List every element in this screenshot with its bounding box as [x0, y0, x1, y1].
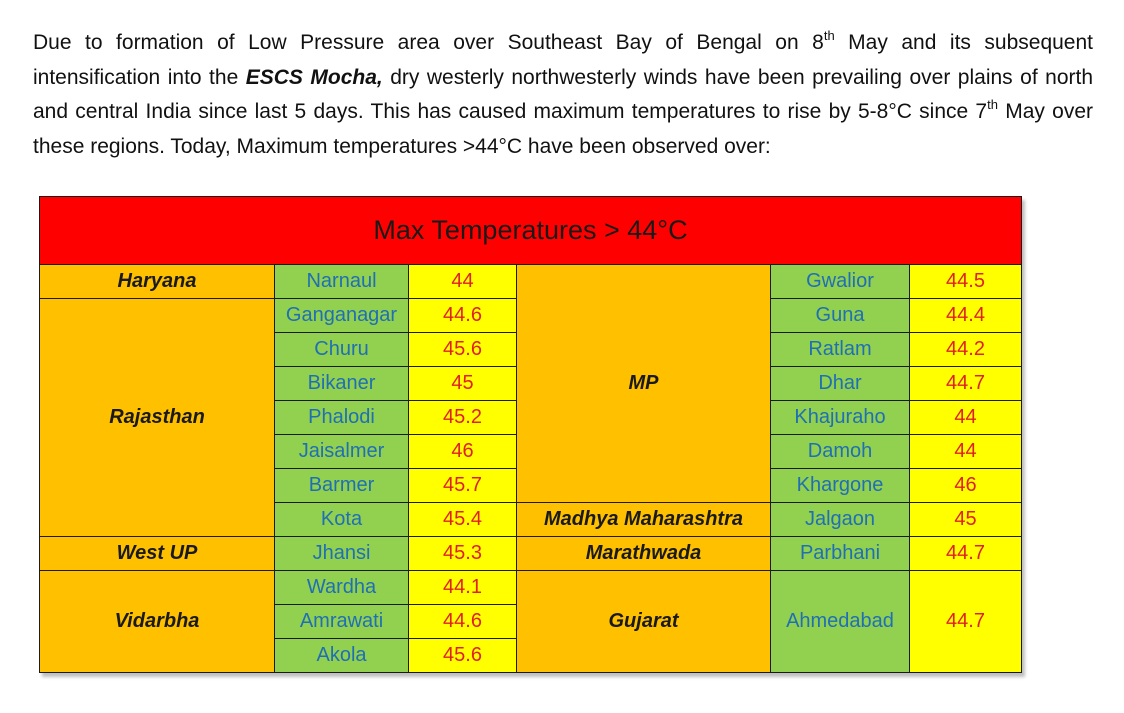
city-cell: Ganganagar	[274, 298, 409, 333]
city-cell: Parbhani	[770, 536, 910, 571]
city-cell: Churu	[274, 332, 409, 367]
table-row: Jaisalmer 46 Damoh 44	[40, 434, 1023, 469]
temp-cell: 45	[908, 502, 1023, 537]
ordinal-suffix: th	[987, 97, 998, 112]
max-temperature-table: Max Temperatures > 44°C Haryana Narnaul …	[38, 196, 1023, 673]
city-cell: Gwalior	[770, 264, 910, 299]
city-cell: Ahmedabad	[770, 570, 910, 673]
temp-cell: 44.7	[908, 366, 1023, 401]
city-cell: Jhansi	[274, 536, 409, 571]
city-cell: Jalgaon	[770, 502, 910, 537]
city-cell: Barmer	[274, 468, 409, 503]
temp-cell: 45	[408, 366, 517, 401]
table-row: Amrawati 44.6	[40, 604, 1022, 639]
city-cell: Jaisalmer	[274, 434, 409, 469]
temp-cell: 44.5	[908, 264, 1023, 299]
city-cell: Akola	[274, 638, 409, 673]
temp-cell: 44.2	[908, 332, 1023, 367]
state-gujarat: Gujarat	[516, 570, 771, 673]
temp-cell: 44	[408, 264, 517, 299]
city-cell: Wardha	[274, 570, 409, 605]
intro-text-3: dry westerly northwesterly winds have be…	[33, 65, 1093, 124]
ordinal-suffix: th	[823, 28, 835, 43]
temp-cell: 44	[908, 400, 1023, 435]
intro-text-4: May over these regions. Today, Maximum t…	[33, 100, 1093, 158]
state-marathwada: Marathwada	[516, 536, 771, 571]
table-title: Max Temperatures > 44°C	[38, 196, 1023, 265]
state-west-up: West UP	[39, 536, 275, 571]
city-cell: Bikaner	[274, 366, 409, 401]
cyclone-name: ESCS Mocha,	[245, 65, 383, 89]
table-row: Vidarbha Wardha 44.1 Gujarat Ahmedabad 4…	[39, 570, 1023, 673]
table-row: West UP Jhansi 45.3 Marathwada Parbhani …	[39, 536, 1023, 571]
city-cell: Phalodi	[274, 400, 409, 435]
temp-cell: 45.7	[408, 468, 517, 503]
city-cell: Dhar	[770, 366, 910, 401]
state-rajasthan: Rajasthan	[39, 298, 275, 537]
temp-cell: 44.1	[408, 570, 517, 605]
temp-cell: 44.4	[908, 298, 1023, 333]
state-vidarbha: Vidarbha	[39, 570, 275, 673]
table-row: Phalodi 45.2 Khajuraho 44	[40, 400, 1023, 435]
intro-text-1: Due to formation of Low Pressure area ov…	[33, 31, 824, 54]
temp-cell: 46	[408, 434, 517, 469]
city-cell: Damoh	[770, 434, 910, 469]
table-row: Churu 45.6 Ratlam 44.2	[40, 332, 1023, 367]
temp-cell: 45.6	[408, 638, 517, 673]
city-cell: Narnaul	[274, 264, 409, 299]
state-madhya-maharashtra: Madhya Maharashtra	[516, 502, 771, 537]
temp-cell: 44.7	[908, 570, 1023, 673]
city-cell: Khargone	[770, 468, 910, 503]
intro-paragraph: Due to formation of Low Pressure area ov…	[33, 26, 1093, 164]
temp-cell: 45.2	[408, 400, 517, 435]
temp-cell: 45.4	[408, 502, 517, 537]
temp-cell: 44.6	[408, 298, 517, 333]
city-cell: Ratlam	[770, 332, 910, 367]
temp-cell: 44.6	[408, 604, 517, 639]
table-row: Akola 45.6	[40, 638, 1022, 673]
table-row: Haryana Narnaul 44 MP Gwalior 44.5	[39, 264, 1023, 503]
temp-cell: 45.3	[408, 536, 517, 571]
state-mp: MP	[516, 264, 771, 503]
temp-cell: 45.6	[408, 332, 517, 367]
city-cell: Guna	[770, 298, 910, 333]
temp-cell: 44	[908, 434, 1023, 469]
temp-cell: 44.7	[908, 536, 1023, 571]
city-cell: Amrawati	[274, 604, 409, 639]
city-cell: Kota	[274, 502, 409, 537]
table-row: Barmer 45.7 Khargone 46	[40, 468, 1023, 503]
state-haryana: Haryana	[39, 264, 275, 299]
intro-text-2: May and its subsequent intensification i…	[33, 31, 1093, 89]
temp-cell: 46	[908, 468, 1023, 503]
city-cell: Khajuraho	[770, 400, 910, 435]
